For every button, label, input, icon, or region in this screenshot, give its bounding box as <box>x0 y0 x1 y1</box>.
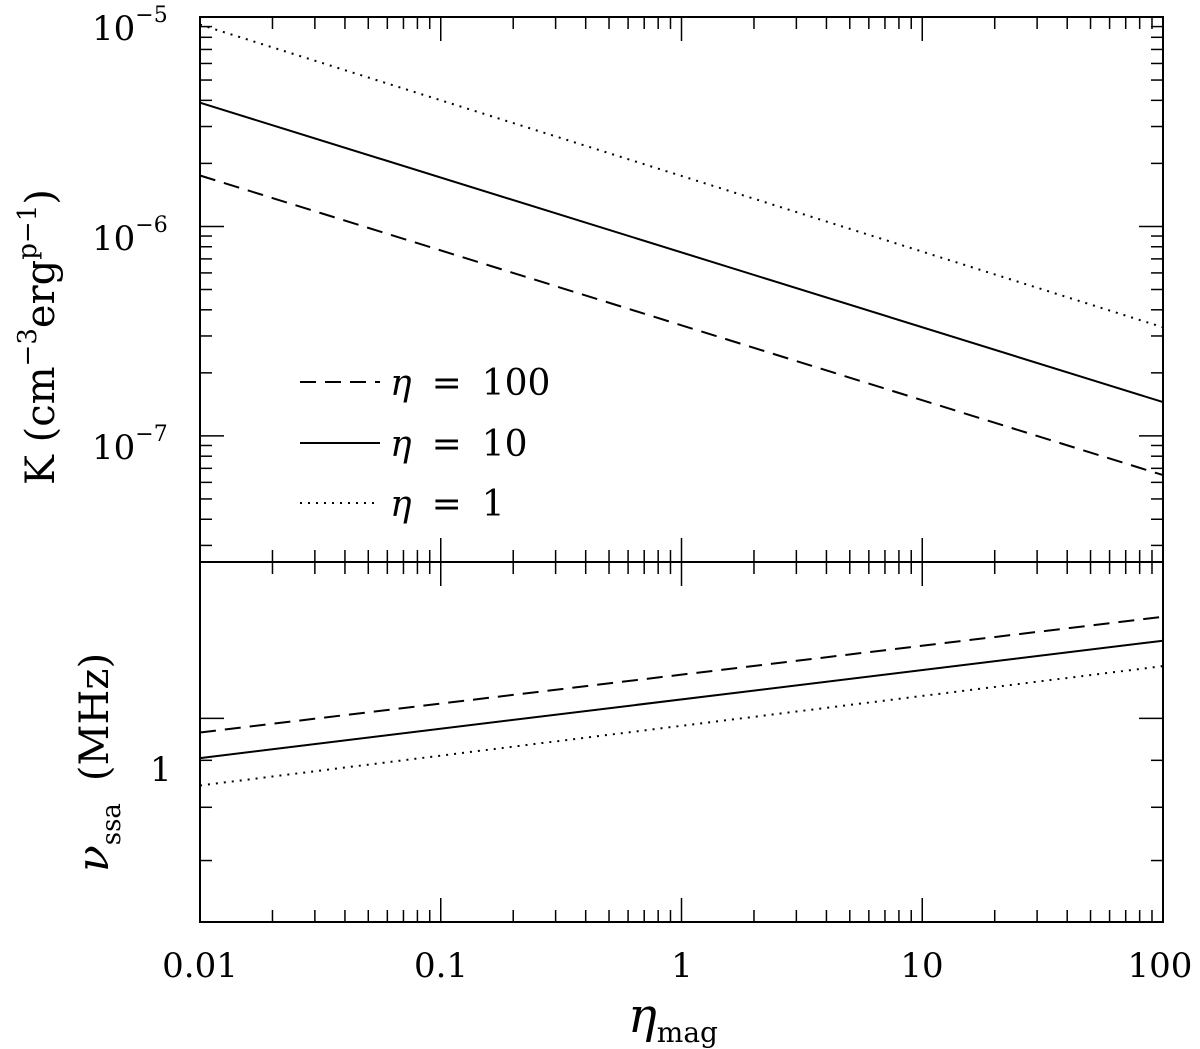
top-y-axis-title: K (cm−3ergp−1) <box>13 189 64 485</box>
x-tick-label: 100 <box>1128 946 1193 986</box>
series-line-solid <box>199 639 1164 760</box>
bottom-panel-frame <box>199 561 1164 923</box>
series-line-dotted <box>199 23 1164 329</box>
x-axis-title: ηmag <box>628 988 718 1049</box>
bottom-y-axis-title: νssa(MHz) <box>68 653 127 872</box>
top-panel-frame <box>199 16 1164 563</box>
x-tick-label: 0.1 <box>414 946 468 986</box>
top-y-tick-label: 10−7 <box>92 422 168 468</box>
x-tick-label: 10 <box>900 946 943 986</box>
legend: η = 100 η = 10 η = 1 <box>300 363 550 525</box>
series-line-dashed <box>199 615 1164 734</box>
legend-label: η = 100 <box>390 363 550 404</box>
top-panel-series <box>199 23 1164 477</box>
top-y-tick-label: 10−5 <box>92 3 168 49</box>
top-y-tick-label: 10−6 <box>92 213 168 259</box>
legend-label: η = 10 <box>390 424 528 465</box>
bottom-y-tick-label: 1 <box>150 750 172 790</box>
top-panel-ticks <box>199 16 1163 562</box>
bottom-panel-series <box>199 615 1164 787</box>
bottom-panel-ticks <box>199 562 1163 923</box>
series-line-dotted <box>199 665 1164 787</box>
series-line-solid <box>199 101 1164 404</box>
x-tick-label: 1 <box>671 946 693 986</box>
series-line-dashed <box>199 174 1164 477</box>
x-tick-label: 0.01 <box>162 946 238 986</box>
legend-label: η = 1 <box>390 484 505 525</box>
